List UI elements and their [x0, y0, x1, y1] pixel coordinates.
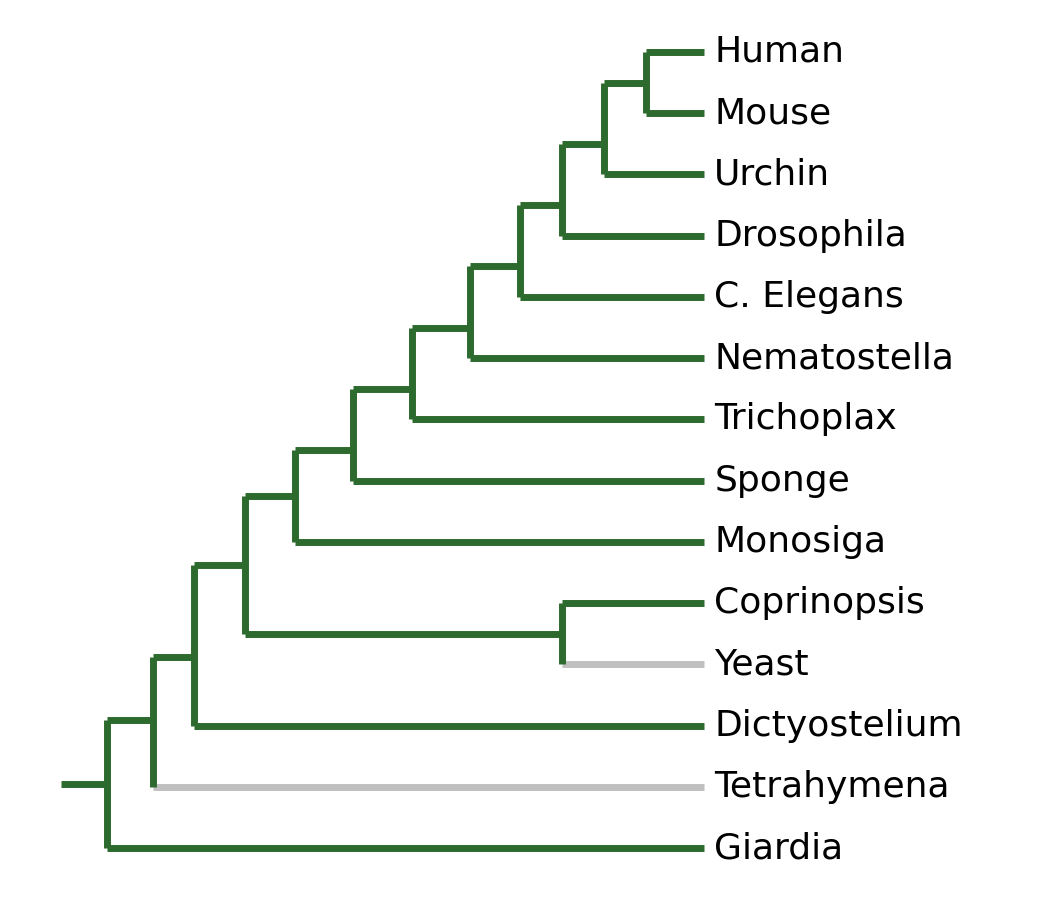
Text: Nematostella: Nematostella: [714, 341, 955, 375]
Text: Coprinopsis: Coprinopsis: [714, 586, 925, 620]
Text: Mouse: Mouse: [714, 96, 832, 130]
Text: Drosophila: Drosophila: [714, 219, 907, 253]
Text: Urchin: Urchin: [714, 158, 831, 192]
Text: Human: Human: [714, 35, 844, 69]
Text: C. Elegans: C. Elegans: [714, 280, 904, 314]
Text: Sponge: Sponge: [714, 464, 850, 498]
Text: Giardia: Giardia: [714, 831, 843, 865]
Text: Monosiga: Monosiga: [714, 525, 886, 559]
Text: Yeast: Yeast: [714, 647, 809, 681]
Text: Tetrahymena: Tetrahymena: [714, 770, 949, 804]
Text: Dictyostelium: Dictyostelium: [714, 708, 963, 742]
Text: Trichoplax: Trichoplax: [714, 402, 897, 436]
